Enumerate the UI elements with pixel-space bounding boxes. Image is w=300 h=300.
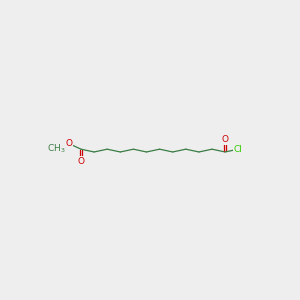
Text: O: O bbox=[77, 157, 85, 166]
Text: CH$_3$: CH$_3$ bbox=[47, 143, 66, 155]
Text: Cl: Cl bbox=[234, 145, 243, 154]
Text: O: O bbox=[222, 135, 229, 144]
Text: O: O bbox=[65, 139, 72, 148]
